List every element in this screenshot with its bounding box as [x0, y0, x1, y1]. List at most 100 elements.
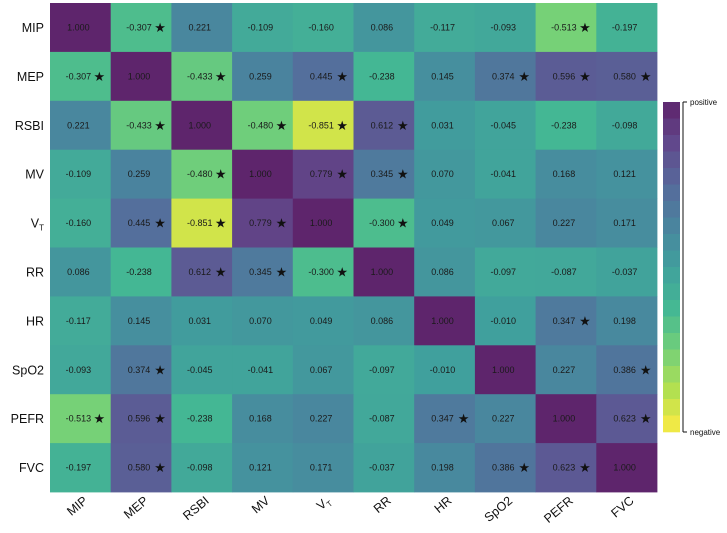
- heatmap-cell: [292, 443, 354, 493]
- cell-value-label: 0.070: [249, 316, 272, 326]
- cell-value-label: 0.259: [128, 169, 151, 179]
- cell-value-label: 1.000: [128, 71, 151, 81]
- cell-value-label: 0.168: [553, 169, 576, 179]
- heatmap-cell: [535, 3, 597, 53]
- cell-value-label: -0.238: [187, 414, 213, 424]
- heatmap-cell: [474, 443, 536, 493]
- heatmap-cell: [292, 198, 354, 248]
- heatmap-cell: [110, 100, 172, 151]
- cell-value-label: 0.345: [371, 169, 394, 179]
- significance-star: ★: [579, 21, 591, 36]
- cell-value-label: 1.000: [188, 120, 211, 130]
- cell-value-label: -0.238: [126, 267, 152, 277]
- heatmap-cell: [353, 198, 415, 248]
- cell-value-label: -0.098: [187, 463, 213, 473]
- legend-swatch: [663, 333, 680, 350]
- cell-value-label: -0.010: [490, 316, 516, 326]
- legend-swatch: [663, 151, 680, 169]
- cell-value-label: 1.000: [613, 463, 636, 473]
- significance-star: ★: [276, 265, 288, 280]
- cell-value-label: 0.198: [431, 463, 454, 473]
- heatmap-cell: [474, 394, 536, 444]
- cell-value-label: 1.000: [310, 218, 333, 228]
- heatmap-cell: [414, 345, 476, 395]
- cell-value-label: 0.171: [613, 218, 636, 228]
- legend-label-negative: negative: [690, 428, 721, 437]
- heatmap-cell: [596, 100, 658, 151]
- cell-value-label: 0.227: [492, 414, 515, 424]
- cell-value-label: 0.121: [249, 463, 272, 473]
- heatmap-cell: [110, 198, 172, 248]
- cell-value-label: 0.580: [128, 463, 151, 473]
- significance-star: ★: [518, 70, 530, 85]
- significance-star: ★: [276, 119, 288, 134]
- cell-value-label: 0.221: [188, 22, 211, 32]
- heatmap-cell: [110, 149, 172, 199]
- cell-value-label: -0.109: [248, 22, 274, 32]
- cell-value-label: 0.227: [553, 365, 576, 375]
- significance-star: ★: [640, 363, 652, 378]
- heatmap-cell: [535, 100, 597, 151]
- cell-value-label: 0.221: [67, 120, 90, 130]
- cell-value-label: -0.851: [308, 120, 334, 130]
- cell-value-label: -0.087: [551, 267, 577, 277]
- cell-value-label: -0.238: [551, 120, 577, 130]
- legend-swatch: [663, 300, 680, 317]
- cell-value-label: 0.612: [371, 120, 394, 130]
- cell-value-label: 0.086: [371, 316, 394, 326]
- heatmap-cell: [353, 100, 415, 151]
- cell-value-label: -0.093: [66, 365, 92, 375]
- row-label: RSBI: [15, 119, 44, 133]
- significance-star: ★: [154, 119, 166, 134]
- row-label: HR: [26, 314, 44, 328]
- heatmap-cell: [414, 296, 476, 346]
- cell-value-label: 0.145: [128, 316, 151, 326]
- cell-value-label: 0.049: [310, 316, 333, 326]
- column-label: MV: [249, 493, 273, 516]
- row-label: PEFR: [11, 412, 44, 426]
- cell-value-label: -0.513: [551, 22, 577, 32]
- cell-value-label: 0.347: [553, 316, 576, 326]
- cell-value-label: 0.031: [431, 120, 454, 130]
- cell-value-label: 1.000: [431, 316, 454, 326]
- significance-star: ★: [579, 70, 591, 85]
- row-label: MV: [25, 168, 44, 182]
- cell-value-label: -0.433: [126, 120, 152, 130]
- cell-value-label: -0.160: [66, 218, 92, 228]
- cell-value-label: 0.145: [431, 71, 454, 81]
- cell-value-label: -0.513: [66, 414, 92, 424]
- heatmap-cell: [414, 51, 476, 102]
- heatmap-cell: [535, 198, 597, 248]
- significance-star: ★: [94, 412, 106, 427]
- legend-swatch: [663, 102, 680, 119]
- cell-value-label: -0.045: [490, 120, 516, 130]
- significance-star: ★: [579, 314, 591, 329]
- column-label: PEFR: [541, 494, 576, 526]
- cell-value-label: 0.086: [67, 267, 90, 277]
- heatmap-cell: [232, 198, 294, 248]
- cell-value-label: -0.480: [187, 169, 213, 179]
- heatmap-cell: [232, 3, 294, 53]
- significance-star: ★: [640, 412, 652, 427]
- heatmap-cell: [292, 51, 354, 102]
- cell-value-label: -0.010: [430, 365, 456, 375]
- cell-value-label: 0.580: [613, 71, 636, 81]
- heatmap-cell: [50, 394, 112, 444]
- heatmap-cell: [414, 198, 476, 248]
- cell-value-label: -0.087: [369, 414, 395, 424]
- legend-swatch: [663, 118, 680, 136]
- cell-value-label: 1.000: [553, 414, 576, 424]
- heatmap-cell: [474, 3, 536, 53]
- heatmap-cell: [353, 149, 415, 199]
- heatmap-cell: [232, 345, 294, 395]
- cell-value-label: -0.037: [369, 463, 395, 473]
- significance-star: ★: [397, 168, 409, 183]
- heatmap-cells: 1.000 -0.307 ★ 0.221 -0.109 -0.160 0.086 -0.117…: [50, 3, 658, 493]
- cell-value-label: -0.097: [369, 365, 395, 375]
- cell-value-label: 0.086: [431, 267, 454, 277]
- significance-star: ★: [215, 265, 227, 280]
- cell-value-label: -0.045: [187, 365, 213, 375]
- column-label: FVC: [608, 494, 636, 521]
- heatmap-cell: [292, 100, 354, 151]
- legend-swatch: [663, 349, 680, 367]
